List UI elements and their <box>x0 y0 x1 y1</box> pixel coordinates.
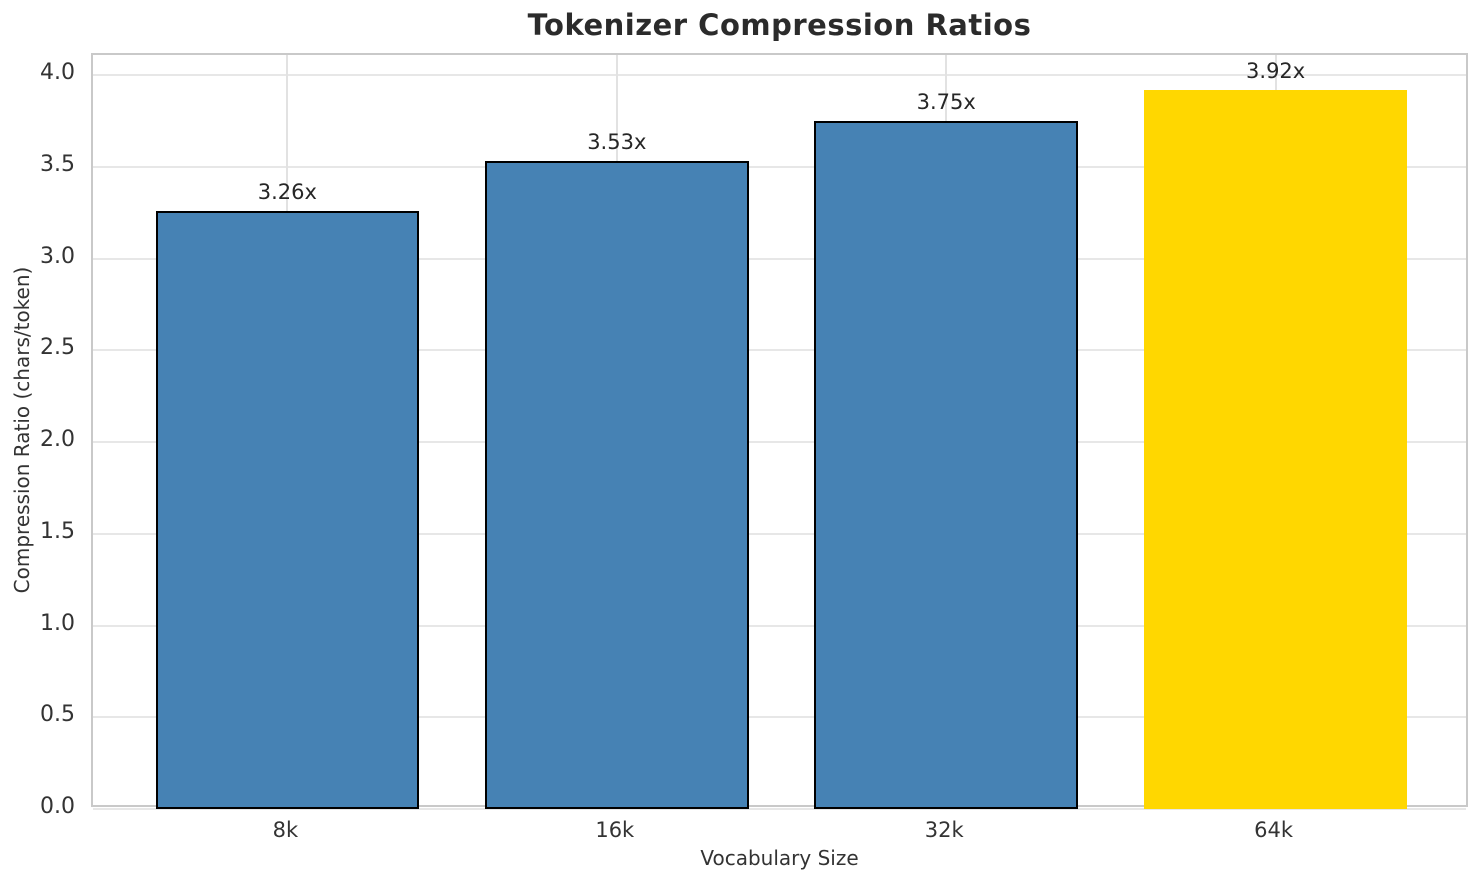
x-tick-label-16k: 16k <box>595 818 635 842</box>
y-tick-label-2.5: 2.5 <box>40 335 75 361</box>
y-tick-label-0.0: 0.0 <box>40 794 75 819</box>
plot-area: 3.26x 3.53x 3.75x 3.92x <box>91 53 1468 810</box>
grid-line-h <box>93 441 1466 444</box>
bar-8k <box>155 210 420 809</box>
bar-value-label-64k: 3.92x <box>1246 58 1306 83</box>
bar-value-label-32k: 3.75x <box>916 90 976 115</box>
bar-64k <box>1143 89 1408 809</box>
grid-line-h <box>93 716 1466 719</box>
y-tick-label-1.5: 1.5 <box>40 518 75 544</box>
y-tick-label-2.0: 2.0 <box>40 427 75 453</box>
y-tick-label-0.5: 0.5 <box>40 702 75 728</box>
grid-line-h <box>93 808 1466 810</box>
grid-line-h <box>93 349 1466 352</box>
grid-line-h <box>93 74 1466 77</box>
grid-line-h <box>93 624 1466 627</box>
x-axis-title: Vocabulary Size <box>700 846 859 870</box>
y-tick-label-3.5: 3.5 <box>40 151 75 177</box>
x-tick-label-64k: 64k <box>1254 818 1294 842</box>
x-tick-label-8k: 8k <box>272 818 299 842</box>
y-tick-label-4.0: 4.0 <box>40 60 75 86</box>
bar-16k <box>485 161 749 809</box>
bar-value-label-16k: 3.53x <box>587 130 647 155</box>
x-tick-label-32k: 32k <box>924 818 964 842</box>
y-tick-label-3.0: 3.0 <box>40 243 75 269</box>
grid-line-h <box>93 532 1466 535</box>
bar-value-label-8k: 3.26x <box>257 179 317 204</box>
y-axis-title: Compression Ratio (chars/token) <box>10 266 34 594</box>
grid-line-h <box>93 165 1466 168</box>
grid-line-h <box>93 257 1466 260</box>
chart-title: Tokenizer Compression Ratios <box>527 8 1032 42</box>
y-tick-label-1.0: 1.0 <box>40 610 75 636</box>
bar-32k <box>814 121 1078 809</box>
